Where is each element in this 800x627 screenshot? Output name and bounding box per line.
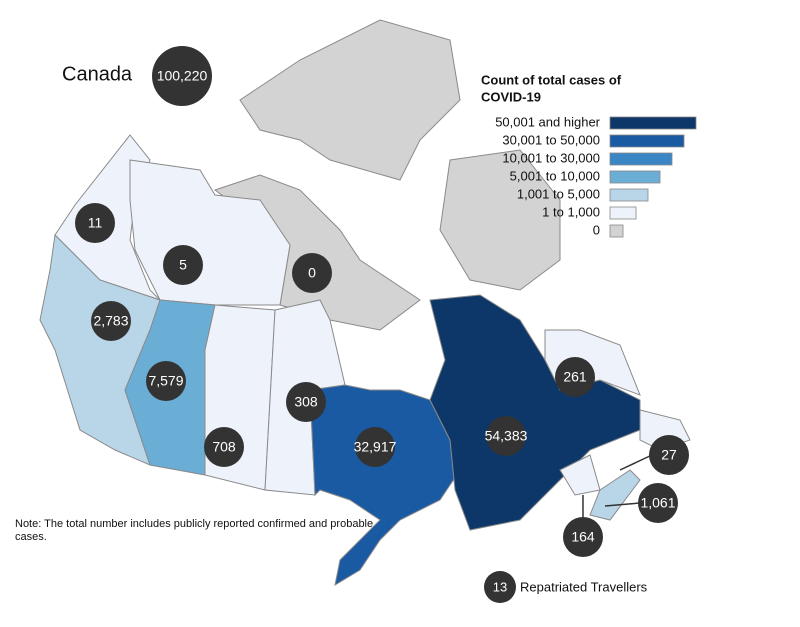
case-bubble — [163, 245, 203, 285]
case-count: 11 — [88, 215, 103, 231]
case-bubble — [555, 357, 595, 397]
case-bubble — [486, 416, 526, 456]
case-count: 13 — [493, 579, 507, 594]
case-count: 0 — [308, 265, 316, 281]
case-bubble — [91, 301, 131, 341]
case-bubble — [75, 203, 115, 243]
legend-title: Count of total cases of — [481, 72, 622, 87]
case-count: 5 — [179, 257, 187, 273]
legend-swatch — [609, 224, 624, 238]
quebec — [429, 294, 641, 531]
case-count: 27 — [661, 447, 677, 463]
case-bubble — [292, 253, 332, 293]
ontario — [309, 384, 461, 587]
leader-line — [619, 454, 653, 471]
legend-label: 10,001 to 30,000 — [502, 150, 600, 165]
case-count: 100,220 — [157, 68, 208, 84]
repatriated-label: Repatriated Travellers — [520, 579, 648, 594]
legend-label: 1,001 to 5,000 — [517, 186, 600, 201]
british-columbia — [39, 233, 161, 466]
legend-label: 5,001 to 10,000 — [510, 168, 600, 183]
regions — [39, 19, 691, 587]
legend-swatch — [609, 206, 637, 220]
case-count: 2,783 — [93, 313, 128, 329]
case-bubble — [484, 571, 516, 603]
legend-swatch — [609, 116, 697, 130]
country-name: Canada — [62, 63, 133, 85]
case-bubble — [286, 382, 326, 422]
nova-scotia — [589, 469, 641, 521]
legend-label: 1 to 1,000 — [542, 204, 600, 219]
note: Note: The total number includes publicly… — [15, 518, 374, 543]
legend-swatch — [609, 170, 661, 184]
legend-label: 50,001 and higher — [495, 114, 600, 129]
leader-line — [604, 502, 641, 507]
legend-swatch — [609, 188, 649, 202]
legend-title: COVID-19 — [481, 89, 541, 104]
case-count: 1,061 — [640, 495, 675, 511]
case-count: 164 — [571, 529, 595, 545]
legend-swatch — [609, 152, 673, 166]
case-bubble — [146, 361, 186, 401]
case-count: 708 — [212, 439, 236, 455]
nunavut-islands — [239, 19, 461, 181]
case-count: 32,917 — [354, 439, 397, 455]
case-bubble — [649, 435, 689, 475]
case-count: 261 — [563, 369, 587, 385]
legend-swatch — [609, 134, 685, 148]
case-count: 54,383 — [485, 428, 528, 444]
case-count: 7,579 — [148, 373, 183, 389]
case-bubble — [355, 427, 395, 467]
baffin-island — [439, 149, 561, 291]
legend-label: 0 — [593, 222, 600, 237]
case-bubble — [152, 46, 212, 106]
case-bubble — [563, 517, 603, 557]
case-count: 308 — [294, 394, 318, 410]
leader-lines — [582, 454, 653, 518]
case-bubble — [204, 427, 244, 467]
legend-label: 30,001 to 50,000 — [502, 132, 600, 147]
case-bubble — [638, 483, 678, 523]
